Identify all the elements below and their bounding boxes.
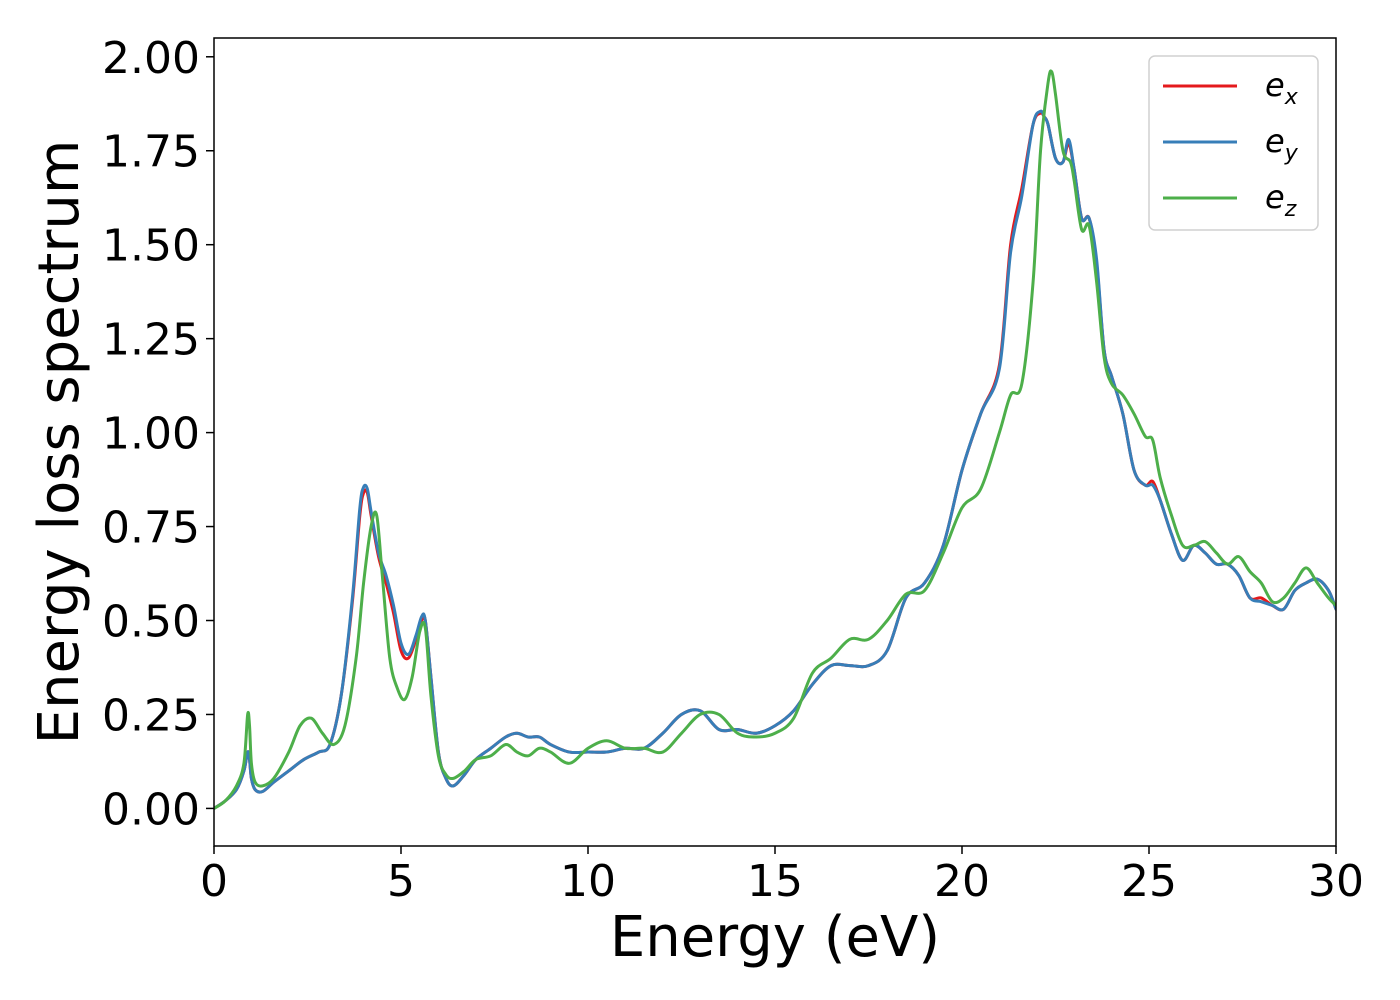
x-tick-label: 30 xyxy=(1308,856,1364,907)
y-tick-label: 2.00 xyxy=(102,33,200,84)
y-axis-label: Energy loss spectrum xyxy=(27,140,92,745)
legend-label: ez xyxy=(1265,178,1297,222)
y-tick-label: 0.00 xyxy=(102,784,200,835)
x-tick-label: 0 xyxy=(200,856,228,907)
series-line-e-y xyxy=(214,109,1336,810)
y-axis-ticks: 0.00 0.25 0.50 0.75 1.00 1.25 1.50 1.75 2.00 xyxy=(102,33,214,835)
x-tick-label: 15 xyxy=(747,856,803,907)
legend-label: ey xyxy=(1265,122,1299,166)
y-tick-label: 1.50 xyxy=(102,221,200,272)
plot-area xyxy=(214,69,1336,810)
x-tick-label: 10 xyxy=(560,856,616,907)
y-tick-label: 1.25 xyxy=(102,315,200,366)
y-tick-label: 0.25 xyxy=(102,690,200,741)
x-axis-ticks: 0 5 10 15 20 25 30 xyxy=(200,846,1364,907)
x-tick-label: 20 xyxy=(934,856,990,907)
plot-frame xyxy=(213,37,1337,847)
y-tick-label: 0.50 xyxy=(102,597,200,648)
y-tick-label: 0.75 xyxy=(102,503,200,554)
y-tick-label: 1.00 xyxy=(102,409,200,460)
x-tick-label: 25 xyxy=(1121,856,1177,907)
series-line-e-z xyxy=(214,69,1336,810)
x-tick-label: 5 xyxy=(387,856,415,907)
y-tick-label: 1.75 xyxy=(102,127,200,178)
x-axis-label: Energy (eV) xyxy=(610,905,940,970)
legend: ex ey ez xyxy=(1148,55,1319,231)
legend-label: ex xyxy=(1265,66,1299,110)
